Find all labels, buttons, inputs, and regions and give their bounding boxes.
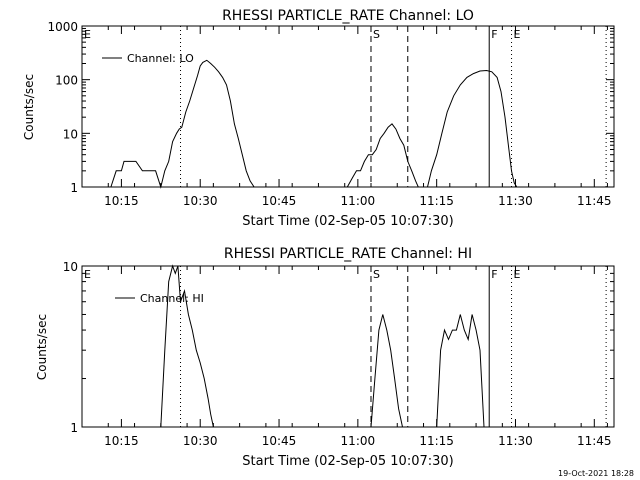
y-tick-label: 10 — [63, 260, 78, 274]
chart-title: RHESSI PARTICLE_RATE Channel: LO — [222, 8, 474, 24]
y-axis-label: Counts/sec — [35, 314, 49, 380]
event-marker-label: E — [514, 28, 521, 41]
x-tick-label: 11:00 — [341, 434, 376, 448]
legend: Channel: LO — [102, 52, 194, 65]
panel-hi: RHESSI PARTICLE_RATE Channel: HI 1 10 10:… — [35, 246, 615, 469]
x-tick-label: 11:15 — [419, 194, 454, 208]
x-tick-label: 10:45 — [262, 434, 297, 448]
x-tick-label: 10:30 — [183, 194, 218, 208]
event-marker-label: S — [373, 28, 380, 41]
x-tick-label: 11:30 — [498, 434, 533, 448]
series-line — [160, 264, 485, 428]
event-marker-label: F — [491, 268, 497, 281]
y-axis-label: Counts/sec — [22, 74, 36, 140]
y-axis: 1 10 100 1000 — [47, 20, 614, 195]
event-marker-label: F — [491, 28, 497, 41]
y-tick-label: 1000 — [47, 20, 78, 34]
x-axis: 10:15 10:30 10:45 11:00 11:15 11:30 11:45 — [81, 266, 612, 448]
x-tick-label: 11:00 — [341, 194, 376, 208]
event-marker-label: E — [84, 28, 91, 41]
series-line — [110, 59, 518, 189]
event-marker-label: E — [84, 268, 91, 281]
y-tick-label: 10 — [63, 127, 78, 141]
legend: Channel: HI — [115, 292, 204, 305]
x-axis-label: Start Time (02-Sep-05 10:07:30) — [242, 214, 453, 229]
render-timestamp: 19-Oct-2021 18:28 — [558, 469, 634, 478]
x-tick-label: 10:15 — [104, 194, 139, 208]
y-tick-label: 100 — [55, 74, 78, 88]
x-tick-label: 11:45 — [577, 194, 612, 208]
x-tick-label: 10:45 — [262, 194, 297, 208]
legend-label: Channel: HI — [140, 292, 204, 305]
y-tick-label: 1 — [70, 181, 78, 195]
event-marker-label: S — [373, 268, 380, 281]
x-axis-label: Start Time (02-Sep-05 10:07:30) — [242, 454, 453, 469]
panel-lo: RHESSI PARTICLE_RATE Channel: LO 1101001… — [22, 8, 615, 229]
x-tick-label: 10:15 — [104, 434, 139, 448]
plot-frame — [81, 25, 615, 188]
plot-frame — [81, 265, 615, 428]
x-tick-label: 11:45 — [577, 434, 612, 448]
series-layer — [160, 264, 485, 428]
event-marker-label: E — [514, 268, 521, 281]
y-axis: 1 10 — [63, 260, 614, 435]
x-tick-label: 11:30 — [498, 194, 533, 208]
series-layer — [110, 59, 518, 189]
x-tick-label: 11:15 — [419, 434, 454, 448]
y-tick-label: 1 — [70, 421, 78, 435]
chart-title: RHESSI PARTICLE_RATE Channel: HI — [224, 246, 472, 262]
x-tick-label: 10:30 — [183, 434, 218, 448]
legend-label: Channel: LO — [127, 52, 194, 65]
